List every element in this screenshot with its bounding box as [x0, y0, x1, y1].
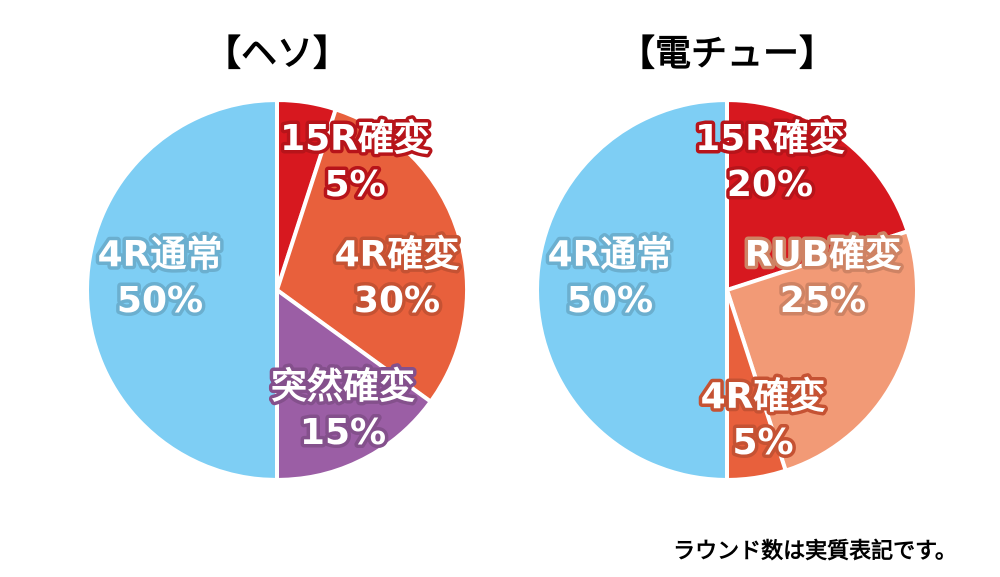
slice-label: 4R通常	[98, 234, 223, 275]
value-label: 50%	[567, 280, 653, 321]
value-label: 50%	[117, 280, 203, 321]
pie-slice	[725, 97, 911, 293]
slice-label: RUB確変	[745, 233, 901, 275]
value-label: 20%	[727, 164, 813, 205]
footnote: ラウンド数は実質表記です。	[673, 538, 957, 564]
pie-slice	[274, 106, 469, 405]
slice-label: 4R確変	[335, 233, 460, 275]
value-label: 15%	[300, 412, 386, 453]
value-label: 5%	[324, 164, 385, 205]
slice-label: 4R確変	[701, 375, 826, 417]
value-label: 5%	[732, 422, 793, 463]
chart-title: 【電チュー】	[619, 33, 835, 74]
chart-title: 【ヘソ】	[205, 33, 349, 74]
pie-slice	[724, 228, 919, 474]
value-label: 25%	[780, 280, 866, 321]
pie-slice	[535, 97, 729, 483]
slice-label: 4R通常	[548, 234, 673, 275]
pie-slice	[85, 97, 279, 483]
slice-label: 15R確変	[280, 117, 430, 159]
slice-label: 突然確変	[271, 365, 415, 407]
value-label: 30%	[354, 280, 440, 321]
slice-label: 15R確変	[695, 117, 845, 159]
pie-slice	[275, 286, 434, 483]
